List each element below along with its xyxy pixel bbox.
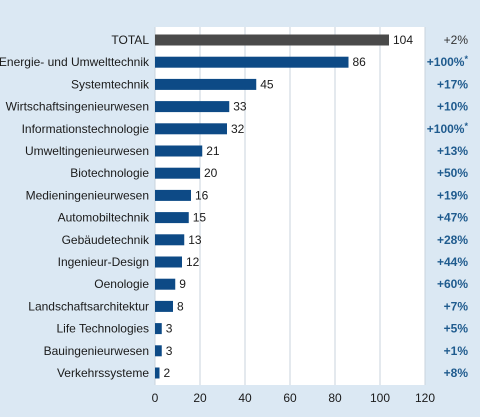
bar	[155, 101, 230, 113]
category-label: Verkehrssysteme	[57, 366, 149, 380]
category-label: Gebäudetechnik	[62, 233, 150, 247]
value-label: 104	[393, 33, 413, 47]
category-label: Oenologie	[94, 277, 149, 291]
category-label: Life Technologies	[56, 322, 149, 336]
value-label: 45	[260, 77, 274, 91]
value-label: 15	[193, 211, 207, 225]
x-tick-label: 40	[238, 391, 252, 405]
change-label: +1%	[444, 344, 469, 358]
category-label: Ingenieur-Design	[58, 255, 149, 269]
category-label: Systemtechnik	[71, 77, 150, 91]
x-tick-label: 120	[415, 391, 435, 405]
bar	[155, 234, 185, 246]
change-label: +60%	[437, 277, 468, 291]
bar	[155, 300, 173, 312]
change-label: +28%	[437, 233, 468, 247]
x-tick-label: 100	[370, 391, 390, 405]
value-label: 3	[166, 344, 173, 358]
category-label: TOTAL	[111, 33, 149, 47]
change-labels: +2% +100%* +17% +10% +100%* +13% +50% +19% +47% +…	[427, 33, 469, 380]
x-tick-label: 60	[283, 391, 297, 405]
bar	[155, 167, 200, 179]
bar	[155, 212, 189, 224]
bar	[155, 367, 160, 379]
value-label: 13	[188, 233, 202, 247]
change-label: +17%	[437, 77, 468, 91]
category-label: Umweltingenieurwesen	[25, 144, 149, 158]
x-axis-ticks: 0 20 40 60 80 100 120	[152, 391, 436, 405]
change-label: +13%	[437, 144, 468, 158]
category-label: Wirtschaftsingenieurwesen	[6, 100, 149, 114]
change-label: +47%	[437, 211, 468, 225]
value-label: 86	[353, 55, 367, 69]
value-label: 21	[206, 144, 220, 158]
category-label: Bauingenieurwesen	[44, 344, 149, 358]
change-label: +8%	[444, 366, 469, 380]
category-label: Automobiltechnik	[58, 211, 150, 225]
bars	[155, 34, 389, 379]
category-label: Landschaftsarchitektur	[28, 299, 149, 313]
value-label: 3	[166, 322, 173, 336]
value-label: 12	[186, 255, 200, 269]
value-label: 20	[204, 166, 218, 180]
bar-total	[155, 34, 389, 46]
change-label: +100%*	[427, 54, 469, 69]
category-labels: TOTAL Energie- und Umwelttechnik Systemtec…	[0, 33, 150, 380]
value-label: 32	[231, 122, 245, 136]
bar	[155, 145, 203, 157]
bar	[155, 345, 162, 357]
bar	[155, 189, 191, 201]
change-label: +7%	[444, 299, 469, 313]
value-label: 16	[195, 188, 209, 202]
value-label: 8	[177, 299, 184, 313]
change-label: +44%	[437, 255, 468, 269]
category-label: Medieningenieurwesen	[26, 188, 149, 202]
change-label: +2%	[444, 33, 469, 47]
x-tick-label: 0	[152, 391, 159, 405]
bar	[155, 323, 162, 335]
change-label: +50%	[437, 166, 468, 180]
change-label: +19%	[437, 188, 468, 202]
bar	[155, 278, 176, 290]
bar	[155, 56, 349, 68]
change-label: +100%*	[427, 121, 469, 136]
bar	[155, 123, 227, 135]
category-label: Biotechnologie	[70, 166, 149, 180]
change-label: +10%	[437, 100, 468, 114]
change-label: +5%	[444, 322, 469, 336]
bar	[155, 256, 182, 268]
x-tick-label: 80	[328, 391, 342, 405]
value-label: 9	[179, 277, 186, 291]
value-label: 33	[233, 100, 247, 114]
value-label: 2	[164, 366, 171, 380]
category-label: Informationstechnologie	[22, 122, 150, 136]
category-label: Energie- und Umwelttechnik	[0, 55, 150, 69]
bar	[155, 78, 257, 90]
x-tick-label: 20	[193, 391, 207, 405]
